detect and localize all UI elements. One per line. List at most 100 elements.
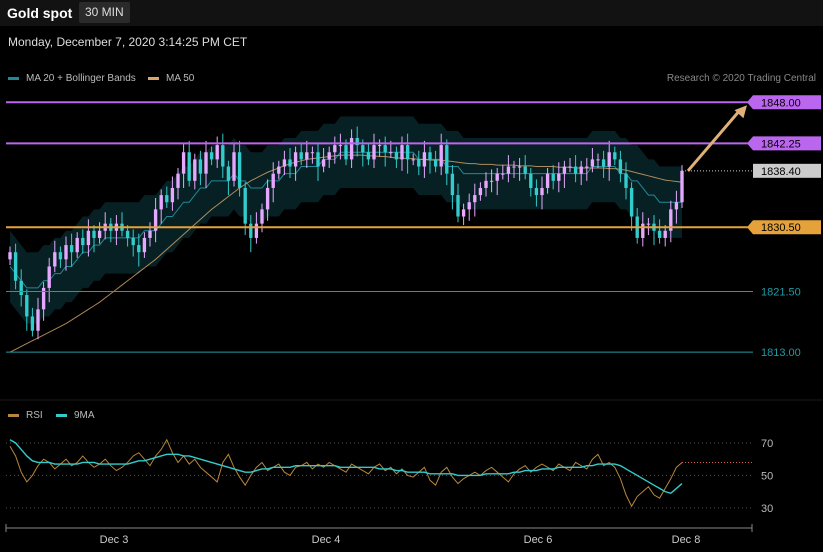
candle <box>316 143 320 181</box>
candle-body <box>534 187 539 196</box>
candle <box>405 133 410 174</box>
credit-label: Research © 2020 Trading Central <box>666 73 816 84</box>
candle <box>467 193 471 221</box>
candle-body <box>271 173 275 188</box>
candle <box>237 140 242 197</box>
candle-body <box>316 152 320 167</box>
candle <box>495 167 499 196</box>
support-level-label: 1821.50 <box>761 286 801 298</box>
candle-body <box>445 145 449 174</box>
candle <box>293 146 298 181</box>
candle-body <box>590 159 595 167</box>
candle <box>445 139 449 186</box>
interval-button[interactable]: 30 MIN <box>79 2 130 23</box>
candle-body <box>473 195 477 203</box>
candle <box>489 169 494 193</box>
candle-body <box>58 252 63 260</box>
candle <box>327 146 331 168</box>
candle-body <box>568 166 572 168</box>
candle-body <box>361 145 365 153</box>
candle <box>411 153 415 166</box>
candle <box>579 160 583 186</box>
candle <box>142 232 147 258</box>
candle <box>624 162 628 200</box>
candle-body <box>92 230 96 238</box>
candle-body <box>305 152 309 160</box>
candle <box>383 136 387 167</box>
candle-body <box>506 166 511 174</box>
candle <box>573 155 578 183</box>
candle <box>125 225 130 247</box>
candle <box>506 155 511 183</box>
candle <box>204 140 208 188</box>
candle <box>30 307 35 337</box>
candle <box>41 282 46 321</box>
current-price-label: 1838.40 <box>761 166 801 178</box>
candle-body <box>529 173 533 188</box>
candle-body <box>495 173 499 181</box>
candle-body <box>193 159 197 181</box>
candle <box>517 157 522 181</box>
candle <box>282 150 287 176</box>
time-axis-label: Dec 4 <box>312 534 341 546</box>
candle-body <box>562 166 567 174</box>
candle <box>590 147 595 173</box>
candle-body <box>400 145 404 160</box>
candle-body <box>411 159 415 161</box>
candle <box>629 182 634 231</box>
candle <box>338 133 343 160</box>
candle <box>585 157 589 181</box>
candle <box>400 136 404 171</box>
candle-body <box>260 209 264 224</box>
candle-body <box>646 223 651 225</box>
candle-body <box>64 245 68 260</box>
candle <box>271 162 275 203</box>
candle-body <box>232 152 236 181</box>
candle-body <box>663 230 667 238</box>
candle-body <box>674 202 679 210</box>
candle-body <box>585 166 589 168</box>
rsi-tick-label: 30 <box>761 503 773 515</box>
candle-body <box>254 223 259 238</box>
ma50-swatch <box>148 76 159 80</box>
candle-body <box>165 195 169 203</box>
candle <box>86 219 91 257</box>
candle-body <box>310 152 315 154</box>
candle-body <box>75 237 79 253</box>
candle <box>64 236 68 271</box>
candle-body <box>148 230 152 238</box>
candle-body <box>467 202 471 210</box>
candle <box>484 172 488 197</box>
candle <box>545 167 550 194</box>
candle <box>232 143 236 187</box>
candle <box>153 197 158 243</box>
candle-body <box>36 309 40 331</box>
candle-body <box>187 152 191 181</box>
candle-body <box>327 152 331 160</box>
candle <box>265 179 270 221</box>
candle-body <box>607 152 611 167</box>
candle <box>461 203 466 226</box>
candle <box>501 165 505 180</box>
candle-body <box>299 152 303 160</box>
support-level-label: 1813.00 <box>761 347 801 359</box>
time-axis-label: Dec 8 <box>672 534 701 546</box>
candle-body <box>428 152 432 160</box>
candle <box>366 143 371 166</box>
candle <box>159 189 163 224</box>
candle-body <box>383 145 387 153</box>
candle-body <box>657 230 662 238</box>
ma50-label: MA 50 <box>166 73 195 84</box>
candle-body <box>484 180 488 188</box>
candle-body <box>461 209 466 217</box>
candle <box>8 246 12 266</box>
candle <box>92 225 96 253</box>
candle <box>417 150 421 176</box>
candle-body <box>30 316 35 331</box>
candle <box>13 243 18 290</box>
candle-body <box>198 159 203 174</box>
candle-body <box>573 166 578 174</box>
candle-body <box>226 166 231 181</box>
candle-body <box>221 145 225 167</box>
